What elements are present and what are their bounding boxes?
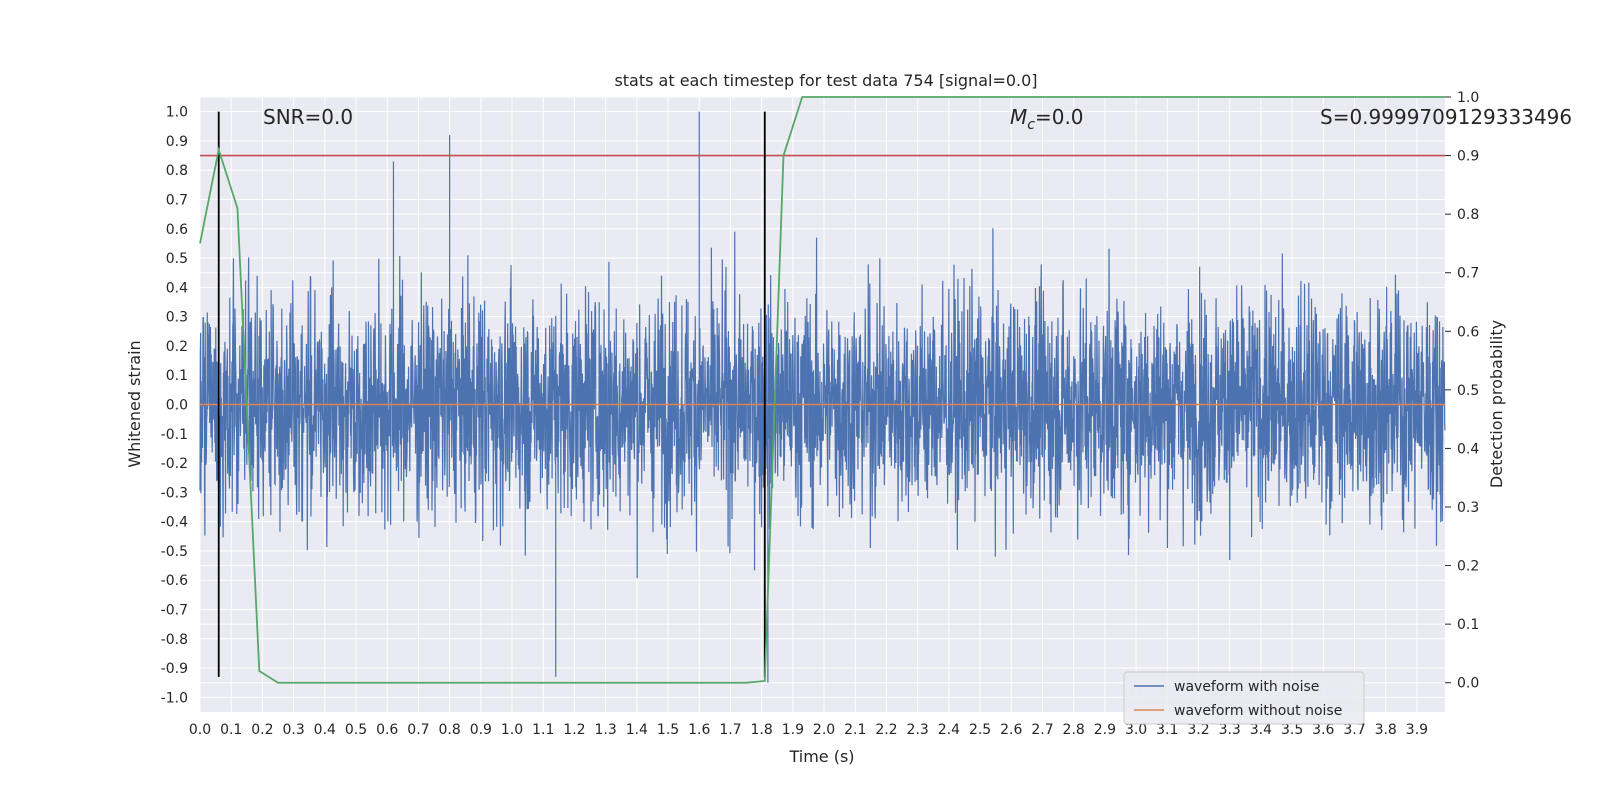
y-tick-label: 0.7 [166, 193, 188, 209]
y-tick-label: 1.0 [166, 105, 188, 121]
legend-label-clean: waveform without noise [1174, 703, 1342, 719]
y-tick-label: -0.7 [161, 603, 188, 619]
y-tick-label: 0.6 [166, 222, 188, 238]
mc-value: =0.0 [1035, 105, 1084, 129]
mc-subscript: c [1027, 117, 1035, 133]
x-tick-label: 0.2 [251, 722, 273, 738]
x-tick-label: 2.4 [938, 722, 960, 738]
x-tick-label: 2.1 [844, 722, 866, 738]
mc-symbol: M [1010, 105, 1027, 129]
x-tick-label: 3.1 [1156, 722, 1178, 738]
x-tick-label: 1.0 [501, 722, 523, 738]
legend-label-noise: waveform with noise [1174, 679, 1319, 695]
series-layer [199, 96, 1446, 684]
y-tick-label: -0.9 [161, 661, 188, 677]
x-tick-label: 3.7 [1343, 722, 1365, 738]
y2-tick-label: 0.9 [1457, 149, 1479, 165]
x-tick-label: 3.9 [1406, 722, 1428, 738]
series-waveform-with-noise [199, 111, 1446, 683]
x-tick-label: 1.6 [688, 722, 710, 738]
s-annotation: S=0.9999709129333496 [1320, 105, 1572, 129]
y-tick-label: 0.1 [166, 368, 188, 384]
y-tick-label: -0.3 [161, 485, 188, 501]
snr-annotation: SNR=0.0 [263, 105, 353, 129]
y-axis-label: Whitened strain [125, 340, 144, 467]
y-tick-label: 0.8 [166, 163, 188, 179]
y-tick-label: 0.0 [166, 398, 188, 414]
y-tick-label: -0.4 [161, 515, 188, 531]
x-tick-label: 2.8 [1063, 722, 1085, 738]
x-tick-label: 0.4 [314, 722, 336, 738]
y2-axis-label: Detection probability [1487, 320, 1506, 488]
y2-axis-ticks: 1.0 0.9 0.8 0.7 0.6 0.5 0.4 0.3 0.2 0.1 0.0 [1445, 90, 1479, 692]
x-tick-label: 0.7 [407, 722, 429, 738]
y-tick-label: -0.2 [161, 456, 188, 472]
y-tick-label: 0.2 [166, 339, 188, 355]
series-detection-probability [199, 96, 1445, 684]
x-tick-label: 0.5 [345, 722, 367, 738]
y2-tick-label: 0.5 [1457, 383, 1479, 399]
x-tick-label: 2.7 [1031, 722, 1053, 738]
y-tick-label: -1.0 [161, 690, 188, 706]
y-tick-label: 0.9 [166, 134, 188, 150]
y-tick-label: -0.5 [161, 544, 188, 560]
x-tick-label: 3.5 [1281, 722, 1303, 738]
x-tick-label: 3.2 [1187, 722, 1209, 738]
x-axis-ticks: 0.0 0.1 0.2 0.3 0.4 0.5 0.6 0.7 0.8 0.9 1.0 1.1 1.2 1… [189, 722, 1428, 738]
y-axis-ticks: 1.0 0.9 0.8 0.7 0.6 0.5 0.4 0.3 0.2 0.1 0.0 -0.1 -0.… [161, 105, 188, 707]
mc-annotation: Mc=0.0 [1010, 105, 1084, 133]
y2-tick-label: 0.0 [1457, 676, 1479, 692]
x-tick-label: 1.9 [782, 722, 804, 738]
x-tick-label: 3.0 [1125, 722, 1147, 738]
x-tick-label: 3.4 [1250, 722, 1272, 738]
y2-tick-label: 0.8 [1457, 207, 1479, 223]
y-tick-label: 0.5 [166, 251, 188, 267]
x-tick-label: 0.6 [376, 722, 398, 738]
x-tick-label: 2.9 [1094, 722, 1116, 738]
x-tick-label: 1.4 [626, 722, 648, 738]
legend: waveform with noise waveform without noi… [1123, 671, 1365, 725]
x-tick-label: 3.8 [1375, 722, 1397, 738]
y2-tick-label: 0.7 [1457, 266, 1479, 282]
x-tick-label: 0.1 [220, 722, 242, 738]
x-tick-label: 1.1 [532, 722, 554, 738]
x-tick-label: 3.6 [1312, 722, 1334, 738]
x-tick-label: 0.9 [470, 722, 492, 738]
y-tick-label: 0.4 [166, 280, 188, 296]
y2-tick-label: 0.1 [1457, 617, 1479, 633]
y2-tick-label: 0.4 [1457, 441, 1479, 457]
x-tick-label: 1.5 [657, 722, 679, 738]
x-tick-label: 0.8 [438, 722, 460, 738]
x-tick-label: 2.5 [969, 722, 991, 738]
y-tick-label: -0.1 [161, 427, 188, 443]
x-tick-label: 1.7 [719, 722, 741, 738]
y-tick-label: 0.3 [166, 310, 188, 326]
y2-tick-label: 0.2 [1457, 559, 1479, 575]
x-tick-label: 3.3 [1219, 722, 1241, 738]
x-tick-label: 2.2 [875, 722, 897, 738]
x-axis-label: Time (s) [788, 747, 854, 766]
y-tick-label: -0.8 [161, 632, 188, 648]
x-tick-label: 1.8 [751, 722, 773, 738]
x-tick-label: 0.0 [189, 722, 211, 738]
legend-frame [1123, 671, 1365, 725]
x-tick-label: 2.3 [907, 722, 929, 738]
y2-tick-label: 1.0 [1457, 90, 1479, 106]
x-tick-label: 1.2 [563, 722, 585, 738]
y2-tick-label: 0.3 [1457, 500, 1479, 516]
y2-tick-label: 0.6 [1457, 324, 1479, 340]
chart-title: stats at each timestep for test data 754… [614, 71, 1037, 90]
x-tick-label: 2.0 [813, 722, 835, 738]
x-tick-label: 0.3 [282, 722, 304, 738]
x-tick-label: 1.3 [595, 722, 617, 738]
y-tick-label: -0.6 [161, 573, 188, 589]
x-tick-label: 2.6 [1000, 722, 1022, 738]
